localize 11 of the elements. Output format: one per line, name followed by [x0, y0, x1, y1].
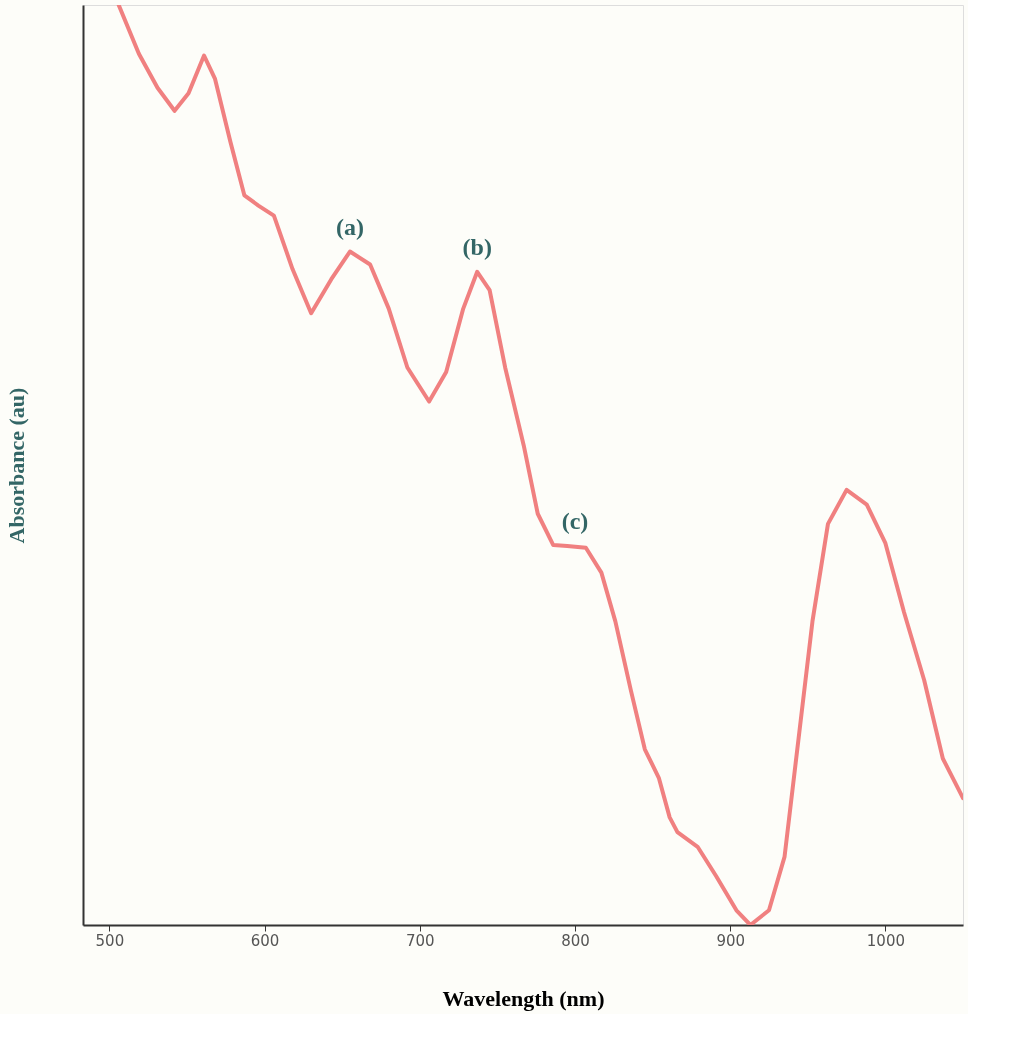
y-axis-title: Absorbance (au) — [3, 387, 29, 544]
x-tick-label: 900 — [716, 931, 746, 950]
x-tick-label: 700 — [405, 931, 435, 950]
annotation: (a) — [335, 213, 364, 240]
x-tick-label: 1000 — [866, 931, 905, 950]
annotation: (c) — [561, 507, 589, 534]
x-tick-label: 600 — [250, 931, 280, 950]
x-axis-title: Wavelength (nm) — [442, 985, 605, 1011]
x-tick-label: 500 — [95, 931, 125, 950]
annotation: (b) — [462, 233, 492, 260]
x-tick-label: 800 — [561, 931, 590, 950]
